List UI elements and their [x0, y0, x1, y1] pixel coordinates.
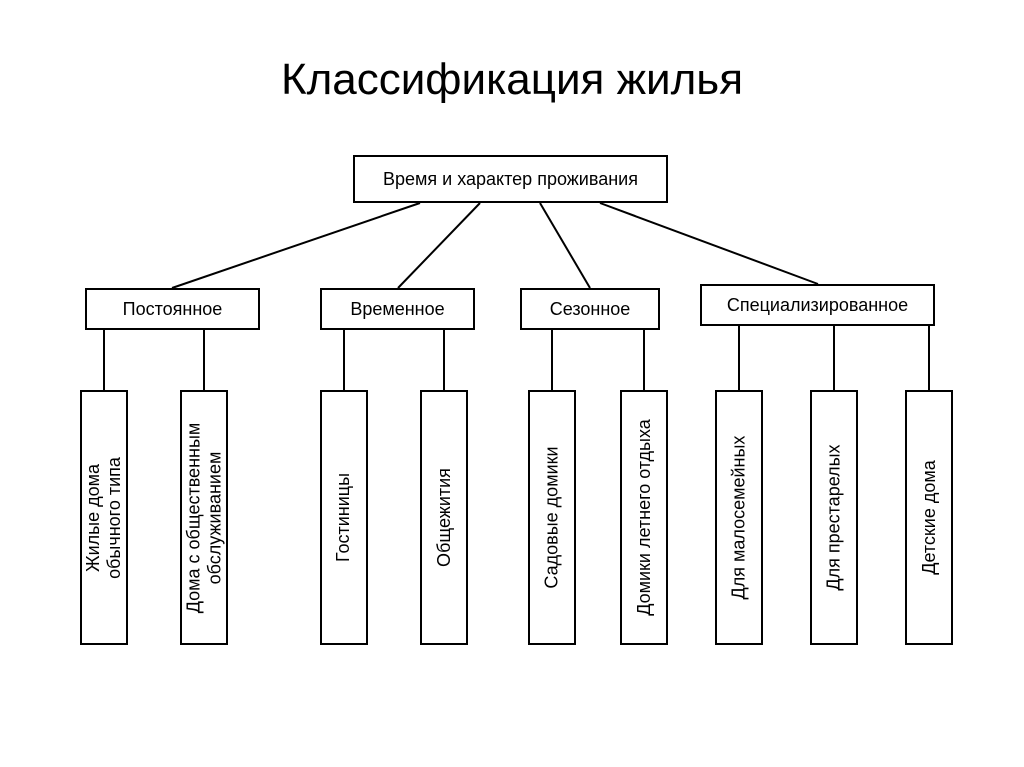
leaf-node: Садовые домики: [528, 390, 576, 645]
leaf-node-label: Жилые домаобычного типа: [83, 457, 125, 579]
category-node-label: Постоянное: [123, 299, 223, 320]
leaf-node-label: Домики летнего отдыха: [634, 419, 655, 616]
category-node-label: Сезонное: [550, 299, 631, 320]
root-node: Время и характер проживания: [353, 155, 668, 203]
category-node: Временное: [320, 288, 475, 330]
category-node: Специализированное: [700, 284, 935, 326]
connector-lines: [0, 0, 1024, 767]
leaf-node: Общежития: [420, 390, 468, 645]
leaf-node: Детские дома: [905, 390, 953, 645]
leaf-node-label: Для малосемейных: [729, 436, 750, 600]
leaf-node: Гостиницы: [320, 390, 368, 645]
category-node-label: Временное: [350, 299, 444, 320]
leaf-node-label: Детские дома: [919, 460, 940, 575]
leaf-node: Для малосемейных: [715, 390, 763, 645]
leaf-node: Дома с общественнымобслуживанием: [180, 390, 228, 645]
category-node: Постоянное: [85, 288, 260, 330]
category-node: Сезонное: [520, 288, 660, 330]
leaf-node: Домики летнего отдыха: [620, 390, 668, 645]
leaf-node-label: Садовые домики: [542, 446, 563, 588]
leaf-node: Для престарелых: [810, 390, 858, 645]
leaf-node-label: Дома с общественнымобслуживанием: [183, 422, 225, 613]
leaf-node: Жилые домаобычного типа: [80, 390, 128, 645]
category-node-label: Специализированное: [727, 295, 908, 316]
leaf-node-label: Гостиницы: [334, 473, 355, 562]
leaf-node-label: Общежития: [434, 468, 455, 567]
diagram-title: Классификация жилья: [0, 55, 1024, 105]
root-node-label: Время и характер проживания: [383, 169, 638, 190]
leaf-node-label: Для престарелых: [824, 444, 845, 590]
